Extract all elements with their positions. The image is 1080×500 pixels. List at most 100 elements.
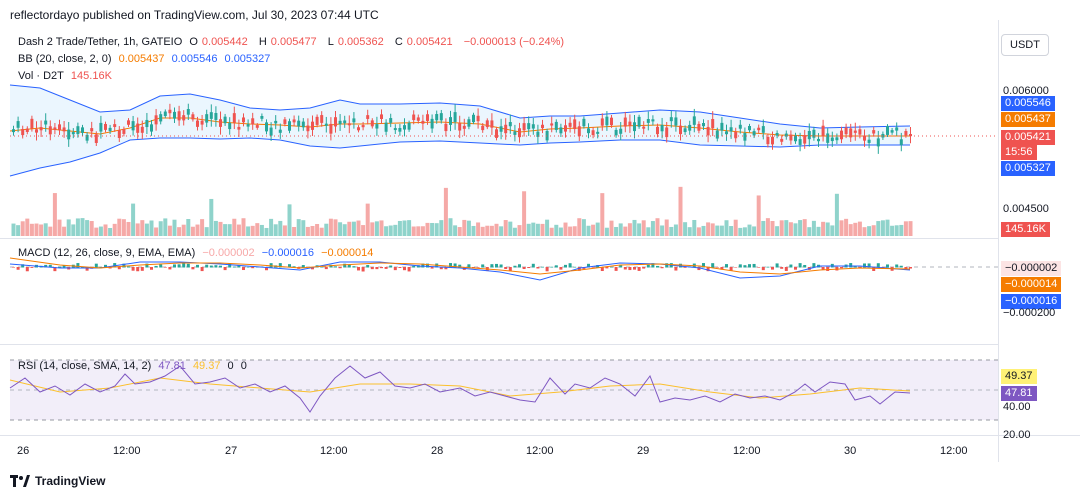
bb-upper-badge: 0.005546 — [1001, 96, 1055, 111]
candle-body — [122, 129, 126, 134]
volume-bar — [112, 223, 117, 236]
volume-bar — [623, 226, 628, 236]
last-price-badge: 0.005421 — [1001, 130, 1055, 145]
volume-bar — [85, 220, 90, 236]
candle-body — [725, 131, 728, 135]
candle-body — [688, 124, 692, 131]
candle-body — [131, 121, 135, 131]
macd-hist-bar — [738, 264, 742, 268]
volume-bar — [729, 226, 734, 236]
volume-bar — [269, 218, 274, 236]
bb-upper-line — [9, 84, 911, 129]
macd-hist-bar — [412, 265, 416, 268]
volume-bar — [673, 224, 678, 236]
candle-body — [706, 126, 710, 136]
volume-bar — [66, 219, 71, 236]
volume-bar — [370, 222, 375, 236]
macd-hist-bar — [127, 266, 130, 268]
candle-body — [761, 126, 765, 133]
candle-body — [214, 113, 218, 120]
macd-hist-bar — [821, 267, 825, 270]
macd-hist-bar — [876, 263, 880, 268]
macd-hist-bar — [867, 263, 871, 268]
bb-label[interactable]: BB (20, close, 2, 0) — [18, 53, 112, 65]
vol-label[interactable]: Vol · D2T — [18, 70, 64, 82]
candle-body — [577, 126, 581, 137]
candle-body — [531, 124, 535, 129]
macd-hist-bar — [389, 265, 393, 268]
volume-bar — [545, 219, 550, 236]
macd-hist-bar — [559, 267, 563, 270]
symbol-title[interactable]: Dash 2 Trade/Tether, 1h, GATEIO — [18, 36, 183, 48]
macd-label[interactable]: MACD (12, 26, close, 9, EMA, EMA) — [18, 247, 196, 259]
volume-bar — [485, 225, 490, 236]
macd-hist-bar — [623, 267, 627, 270]
macd-hist-bar — [633, 267, 636, 270]
volume-bar — [586, 225, 591, 236]
open-label: O — [189, 36, 198, 48]
rsi-label[interactable]: RSI (14, close, SMA, 14, 2) — [18, 360, 152, 372]
macd-line-badge: −0.000016 — [1001, 294, 1062, 309]
candle-body — [39, 127, 43, 131]
volume-bar — [747, 224, 752, 236]
macd-hist-bar — [366, 265, 370, 268]
macd-hist-bar — [508, 267, 512, 272]
macd-hist-bar — [899, 265, 903, 268]
volume-bar — [765, 218, 770, 236]
candle-body — [71, 132, 75, 135]
volume-bar — [512, 227, 517, 236]
candle-body — [389, 118, 393, 123]
candle-body — [476, 115, 480, 122]
macd-hist-bar — [278, 263, 282, 268]
macd-hist-bar — [209, 265, 213, 268]
candle-body — [251, 118, 255, 125]
macd-hist-bar — [614, 267, 618, 271]
candle-body — [596, 131, 600, 134]
volume-bar — [62, 226, 67, 236]
candle-body — [748, 126, 751, 131]
volume-bar — [434, 223, 439, 236]
close-label: C — [394, 36, 403, 48]
candle-body — [407, 122, 411, 130]
macd-hist-bar — [531, 263, 535, 268]
candle-body — [646, 119, 650, 123]
volume-bar — [880, 220, 885, 236]
candlestick-series — [12, 103, 912, 154]
macd-hist-bar — [338, 267, 342, 269]
macd-hist-bar — [683, 267, 687, 268]
macd-hist-bar — [872, 267, 876, 271]
macd-hist-bar — [481, 264, 485, 268]
volume-series — [11, 186, 913, 236]
macd-hist-bar — [863, 263, 866, 268]
vol-value: 145.16K — [70, 70, 112, 82]
candle-body — [679, 125, 682, 135]
volume-bar — [411, 226, 416, 236]
volume-bar — [315, 224, 320, 236]
price-tick: 0.006000 — [1003, 85, 1049, 97]
candle-body — [863, 135, 866, 141]
candle-body — [886, 126, 889, 135]
volume-bar — [706, 222, 711, 236]
candle-body — [610, 117, 613, 126]
macd-signal-badge: −0.000014 — [1001, 277, 1062, 292]
candle-body — [168, 109, 172, 114]
volume-bar — [724, 220, 729, 236]
macd-hist-bar — [665, 263, 669, 268]
volume-bar — [71, 224, 76, 236]
volume-bar — [710, 223, 715, 236]
candle-body — [830, 137, 834, 142]
footer-brand[interactable]: TradingView — [10, 474, 105, 488]
currency-button[interactable]: USDT — [1001, 34, 1049, 56]
volume-bar — [338, 222, 343, 236]
candle-body — [435, 114, 439, 121]
candle-body — [21, 129, 25, 136]
candle-body — [30, 118, 34, 129]
volume-bar — [282, 225, 287, 236]
rsi-sma-value: 49.37 — [192, 360, 221, 372]
volume-bar — [669, 226, 674, 236]
candle-body — [35, 129, 38, 133]
time-axis-border — [0, 435, 1080, 436]
candle-body — [812, 129, 816, 138]
candle-body — [191, 114, 195, 120]
